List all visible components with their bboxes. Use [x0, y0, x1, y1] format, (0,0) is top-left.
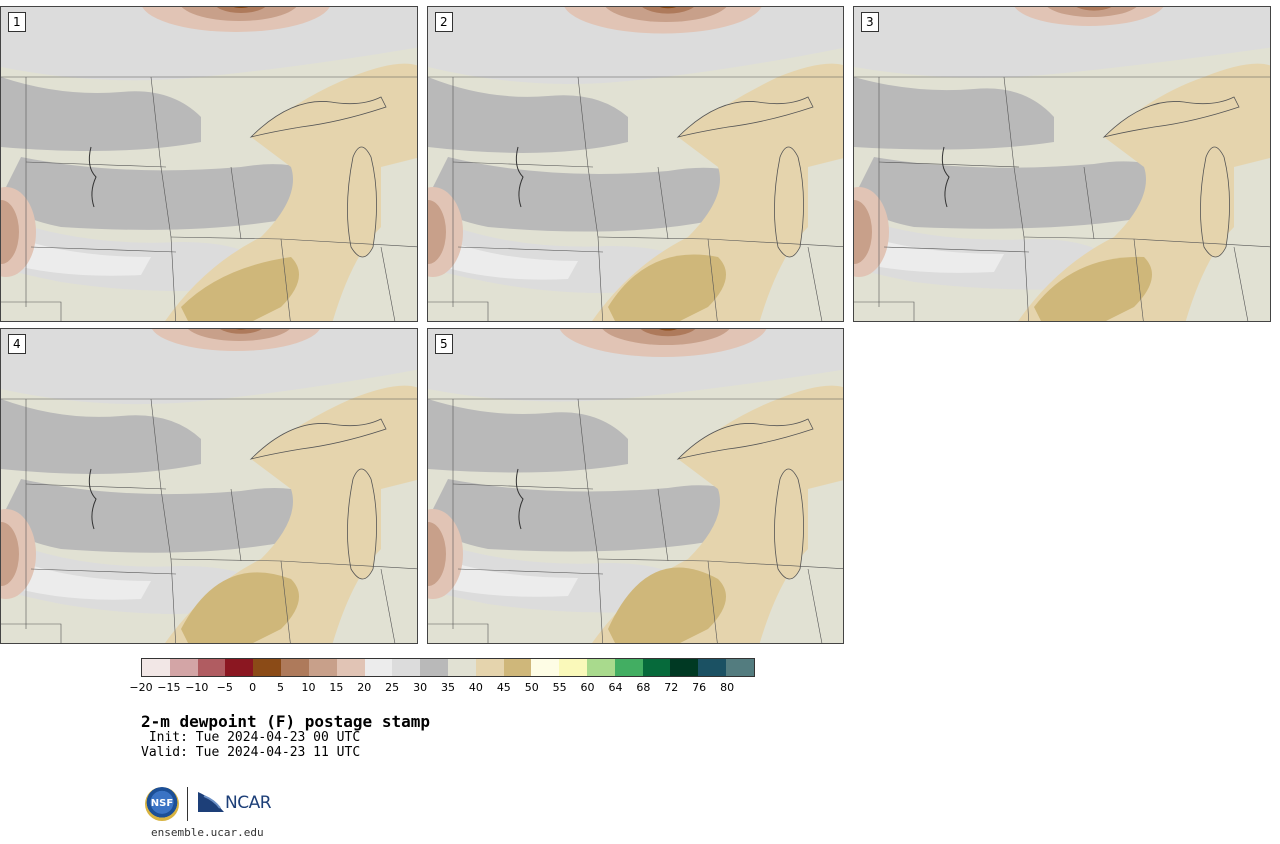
- colorbar-tick-label: 60: [580, 681, 595, 694]
- colorbar-tick-label: 68: [636, 681, 651, 694]
- panel-label: 5: [435, 334, 453, 354]
- colorbar-tick-label: 35: [441, 681, 455, 694]
- product-title: 2-m dewpoint (F) postage stamp: [141, 712, 430, 731]
- colorbar-tick-label: 10: [301, 681, 316, 694]
- colorbar-tick-label: 30: [413, 681, 428, 694]
- colorbar-swatch: [614, 659, 643, 676]
- logo-area: NSF NCAR: [145, 785, 285, 825]
- colorbar-tick-label: 25: [385, 681, 400, 694]
- website-url: ensemble.ucar.edu: [151, 826, 264, 839]
- colorbar-tick-label: 55: [552, 681, 567, 694]
- panel-label: 4: [8, 334, 26, 354]
- dewpoint-map: [1, 7, 417, 321]
- colorbar-swatch: [726, 659, 754, 676]
- panel-member-3: 3: [853, 6, 1271, 322]
- logo-divider: [187, 787, 188, 821]
- colorbar-swatch: [420, 659, 448, 676]
- colorbar-tick-label: −20: [129, 681, 153, 694]
- colorbar-tick-label: 76: [692, 681, 707, 694]
- colorbar-tick-label: 45: [496, 681, 511, 694]
- colorbar-swatch: [559, 659, 587, 676]
- colorbar-swatch: [587, 659, 615, 676]
- colorbar-swatch: [225, 659, 254, 676]
- dewpoint-map: [1, 329, 417, 643]
- valid-time: Valid: Tue 2024-04-23 11 UTC: [141, 745, 361, 760]
- colorbar-tick-label: 5: [277, 681, 285, 694]
- colorbar-swatch: [281, 659, 309, 676]
- colorbar-ticks: −20 −15 −10 −5 0 5 10 15 20 25 30 35 40 45 50 55 60 64 68 7…: [129, 681, 755, 695]
- colorbar-tick-label: 20: [357, 681, 372, 694]
- colorbar-tick-label: 15: [329, 681, 344, 694]
- dewpoint-map: [428, 329, 843, 643]
- colorbar-swatch: [670, 659, 699, 676]
- colorbar-swatch: [531, 659, 560, 676]
- panel-member-5: 5: [427, 328, 844, 644]
- colorbar-swatch: [364, 659, 393, 676]
- ncar-logo-mark-icon: [198, 792, 224, 812]
- colorbar-swatch: [503, 659, 532, 676]
- colorbar-swatch: [642, 659, 671, 676]
- init-time: Init: Tue 2024-04-23 00 UTC: [141, 730, 361, 745]
- colorbar-swatch: [142, 659, 170, 676]
- colorbar-swatch: [197, 659, 226, 676]
- panel-member-1: 1: [0, 6, 418, 322]
- colorbar-swatch: [475, 659, 504, 676]
- dewpoint-map: [428, 7, 843, 321]
- colorbar-swatch: [253, 659, 282, 676]
- colorbar-tick-label: −5: [216, 681, 233, 694]
- colorbar-swatch: [169, 659, 198, 676]
- colorbar-swatch: [447, 659, 476, 676]
- colorbar-tick-label: 0: [249, 681, 257, 694]
- colorbar-swatch: [336, 659, 365, 676]
- colorbar: [141, 658, 755, 677]
- colorbar-tick-label: −10: [185, 681, 209, 694]
- colorbar-swatch: [698, 659, 727, 676]
- nsf-logo: NSF: [145, 787, 179, 821]
- colorbar-tick-label: 50: [524, 681, 539, 694]
- panel-label: 1: [8, 12, 26, 32]
- colorbar-swatch: [308, 659, 337, 676]
- panel-member-2: 2: [427, 6, 844, 322]
- colorbar-tick-label: 80: [720, 681, 735, 694]
- colorbar-tick-label: 40: [468, 681, 483, 694]
- colorbar-tick-label: 72: [664, 681, 679, 694]
- panel-member-4: 4: [0, 328, 418, 644]
- colorbar-tick-label: −15: [157, 681, 181, 694]
- ncar-logo-text: NCAR: [225, 793, 272, 813]
- panel-label: 3: [861, 12, 879, 32]
- panel-label: 2: [435, 12, 453, 32]
- colorbar-tick-label: 64: [608, 681, 623, 694]
- dewpoint-map: [854, 7, 1270, 321]
- colorbar-swatch: [392, 659, 421, 676]
